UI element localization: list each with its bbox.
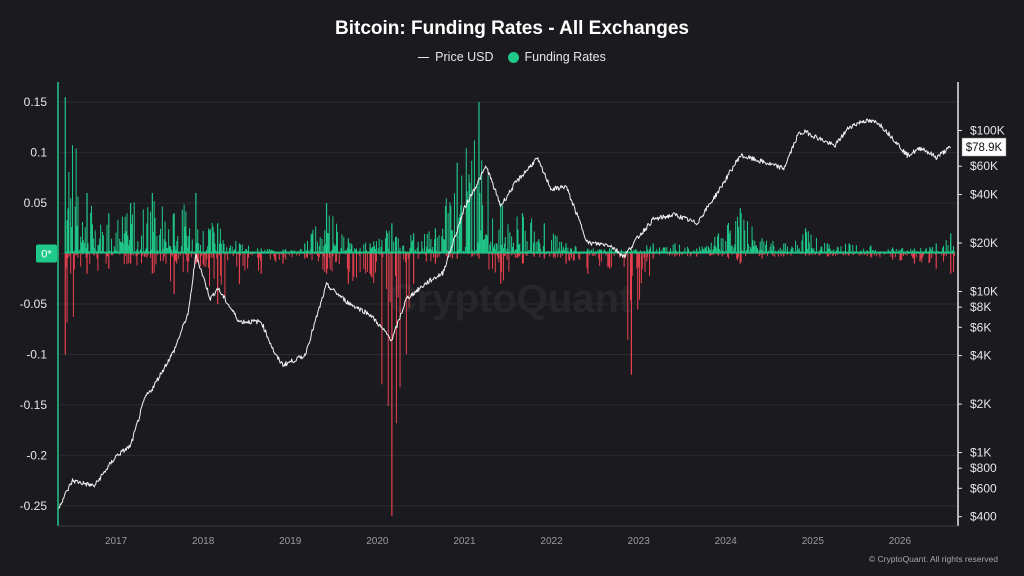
price-line (57, 118, 952, 509)
watermark-text: CryptoQuant (388, 277, 632, 321)
x-tick-label: 2020 (366, 536, 389, 547)
y-right-tick-label: $600 (970, 481, 997, 495)
chart-title: Bitcoin: Funding Rates - All Exchanges (335, 18, 689, 39)
legend: Price USD Funding Rates (0, 50, 1024, 64)
y-left-tick-label: -0.25 (20, 499, 48, 513)
copyright-footer: © CryptoQuant. All rights reserved (868, 554, 998, 564)
y-left-tick-label: 0.05 (24, 196, 48, 210)
x-tick-label: 2017 (105, 536, 128, 547)
legend-dot-icon (507, 51, 519, 63)
y-right-tick-label: $1K (970, 446, 991, 460)
x-tick-label: 2023 (628, 536, 651, 547)
legend-label-price: Price USD (435, 50, 494, 64)
y-right-tick-label: $20K (970, 236, 998, 250)
legend-item-price[interactable]: Price USD (418, 50, 494, 64)
x-tick-label: 2024 (715, 536, 738, 547)
y-right-tick-label: $10K (970, 285, 998, 299)
y-left-tick-label: -0.1 (26, 347, 47, 361)
zero-marker-badge (36, 244, 57, 263)
y-right-tick-label: $60K (970, 159, 998, 173)
y-left-tick-label: 0.15 (24, 95, 48, 109)
x-tick-label: 2021 (453, 536, 476, 547)
y-left-tick-label: -0.15 (20, 398, 48, 412)
y-left-tick-label: -0.2 (26, 448, 47, 462)
x-tick-label: 2018 (192, 536, 215, 547)
y-right-tick-label: $6K (970, 320, 991, 334)
legend-item-funding[interactable]: Funding Rates (507, 50, 606, 64)
current-price-label: $78.9K (966, 142, 1003, 154)
y-right-tick-label: $400 (970, 510, 997, 524)
x-tick-label: 2019 (279, 536, 302, 547)
funding-rate-bars (64, 97, 955, 516)
legend-line-icon (418, 56, 430, 58)
legend-label-funding: Funding Rates (524, 50, 606, 64)
y-left-tick-label: -0.05 (20, 297, 48, 311)
y-right-tick-label: $2K (970, 397, 991, 411)
y-right-tick-label: $800 (970, 461, 997, 475)
x-tick-label: 2025 (802, 536, 825, 547)
y-left-tick-label: 0.1 (30, 146, 47, 160)
y-right-tick-label: $100K (970, 123, 1005, 137)
y-right-tick-label: $8K (970, 300, 991, 314)
y-right-tick-label: $40K (970, 188, 998, 202)
y-left-tick-label: 0* (41, 249, 52, 261)
current-price-badge (961, 137, 1007, 157)
y-right-tick-label: $4K (970, 349, 991, 363)
x-tick-label: 2022 (540, 536, 563, 547)
x-tick-label: 2026 (889, 536, 912, 547)
